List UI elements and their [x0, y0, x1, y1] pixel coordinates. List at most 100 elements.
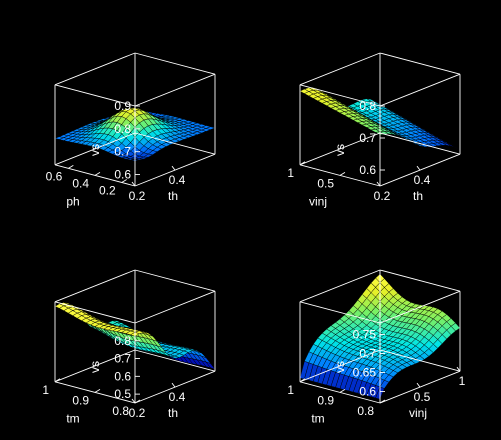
- surface-cell: [450, 322, 461, 332]
- x-tick: [171, 165, 176, 171]
- y-axis-label: tm: [311, 411, 324, 425]
- z-axis-label: vs: [88, 144, 102, 156]
- box-edge: [379, 73, 461, 107]
- box-edge: [379, 132, 461, 155]
- surface-plot-vs-th-ph: 0.6 0.7 0.8 0.9 0.2 0.4 0.6 0.2 0.4 vs p…: [46, 52, 216, 208]
- z-tick-label: 0.5: [114, 387, 131, 401]
- y-tick-label: 0.5: [317, 176, 334, 190]
- tick-marks: [54, 340, 176, 404]
- x-tick: [171, 382, 176, 388]
- box-edge: [54, 52, 136, 86]
- y-axis-label: ph: [66, 194, 79, 208]
- box-edge: [134, 290, 216, 324]
- x-tick-label: 0.4: [169, 390, 186, 404]
- y-tick: [339, 172, 346, 176]
- y-axis-label: tm: [66, 411, 79, 425]
- y-tick: [54, 378, 61, 383]
- z-axis-label: vs: [333, 361, 347, 373]
- z-tick-label: 0.7: [114, 352, 131, 366]
- x-axis-label: vinj: [409, 406, 427, 420]
- surface-plot-vs-vinj-tm: 0.6 0.65 0.7 0.75 0.8 0.9 1 0.5 1 vs tm …: [287, 269, 466, 425]
- box-edge: [134, 269, 216, 292]
- x-tick-label: 0.4: [169, 173, 186, 187]
- y-tick: [68, 164, 74, 169]
- box-edge: [54, 301, 136, 324]
- x-tick-label: 0.2: [129, 189, 146, 203]
- z-tick-label: 0.7: [359, 131, 376, 145]
- y-tick-label: 0.8: [112, 404, 129, 418]
- box-edge: [299, 349, 381, 383]
- surface-cell: [450, 144, 461, 150]
- box-edge: [134, 132, 216, 155]
- x-tick-label: 1: [459, 374, 466, 388]
- tick-marks: [299, 333, 461, 404]
- y-tick-label: 0.2: [99, 183, 116, 197]
- surface-mesh: [54, 107, 216, 162]
- x-tick: [456, 366, 461, 372]
- box-edge: [379, 269, 461, 292]
- surface-plot-vs-th-tm: 0.5 0.6 0.7 0.8 0.8 0.9 1 0.2 0.4 vs tm …: [42, 269, 216, 425]
- surface-mesh: [299, 87, 461, 150]
- surface-plot-vs-th-vinj: 0.6 0.7 0.8 0.5 1 0.2 0.4 vs vinj th: [287, 52, 461, 208]
- box-edge: [54, 132, 136, 166]
- box-edge: [54, 349, 136, 383]
- x-axis-label: th: [168, 406, 178, 420]
- z-tick-label: 0.8: [114, 122, 131, 136]
- axes-box: [54, 269, 216, 404]
- box-edge: [379, 290, 461, 324]
- y-tick: [339, 389, 346, 393]
- z-axis-label: vs: [88, 361, 102, 373]
- box-edge: [134, 52, 216, 75]
- box-edge: [379, 52, 461, 75]
- y-tick: [299, 378, 306, 383]
- x-tick-label: 0.2: [374, 189, 391, 203]
- y-tick-label: 0.8: [357, 404, 374, 418]
- y-axis-label: vinj: [309, 194, 327, 208]
- tick-marks: [299, 105, 421, 187]
- x-tick-label: 0.2: [129, 406, 146, 420]
- surface-cell: [205, 126, 216, 130]
- x-tick-label: 0.5: [414, 390, 431, 404]
- y-tick-label: 0.9: [72, 393, 89, 407]
- x-tick: [416, 382, 421, 388]
- y-tick: [94, 172, 101, 176]
- box-edge: [54, 269, 136, 303]
- box-edge: [54, 84, 136, 107]
- surface-mesh: [54, 302, 216, 370]
- y-tick: [121, 179, 127, 183]
- x-tick: [416, 165, 421, 171]
- box-edge: [299, 269, 381, 303]
- y-tick-label: 1: [42, 383, 49, 397]
- box-edge: [134, 73, 216, 107]
- surface-cell: [205, 361, 216, 370]
- x-tick: [131, 181, 136, 187]
- box-edge: [299, 132, 381, 166]
- x-tick: [376, 181, 381, 187]
- x-axis-label: th: [168, 189, 178, 203]
- z-axis-label: vs: [333, 144, 347, 156]
- z-tick-label: 0.6: [114, 369, 131, 383]
- box-edge: [299, 301, 381, 324]
- y-tick: [134, 399, 141, 404]
- z-tick-label: 0.8: [114, 334, 131, 348]
- box-edge: [379, 349, 461, 372]
- z-tick-label: 0.65: [353, 366, 377, 380]
- x-tick: [131, 398, 136, 404]
- surface-mesh: [299, 273, 461, 400]
- y-tick: [379, 399, 386, 404]
- z-tick-label: 0.6: [359, 385, 376, 399]
- box-edge: [299, 52, 381, 86]
- y-tick-label: 0.6: [46, 169, 63, 183]
- y-tick: [94, 389, 101, 393]
- z-tick-label: 0.6: [359, 163, 376, 177]
- z-tick-label: 0.6: [114, 168, 131, 182]
- z-tick-label: 0.9: [114, 99, 131, 113]
- y-tick-label: 0.9: [317, 393, 334, 407]
- z-tick-label: 0.8: [359, 99, 376, 113]
- y-tick-label: 0.4: [72, 176, 89, 190]
- box-edge: [134, 349, 216, 372]
- y-tick-label: 1: [287, 383, 294, 397]
- z-tick-label: 0.7: [359, 346, 376, 360]
- x-tick-label: 0.4: [414, 173, 431, 187]
